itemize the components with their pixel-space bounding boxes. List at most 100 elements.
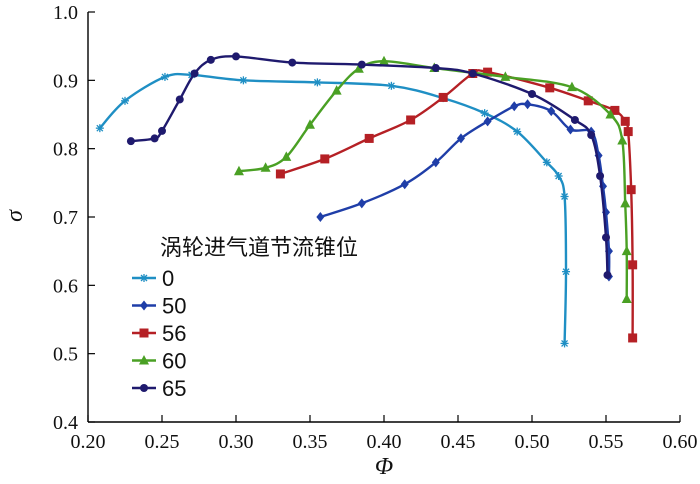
data-point: [566, 81, 577, 92]
data-point: [139, 355, 149, 365]
data-point: [313, 78, 322, 87]
data-point: [620, 197, 631, 208]
data-point: [281, 151, 292, 161]
legend-item: 65: [132, 376, 186, 401]
data-point: [233, 165, 244, 176]
y-tick-label: 1.0: [53, 2, 78, 24]
x-tick-label: 0.60: [663, 431, 698, 453]
legend-item: 0: [132, 266, 174, 291]
legend-label: 50: [162, 294, 186, 319]
data-point: [140, 274, 148, 282]
series-lines: [95, 52, 638, 348]
data-point: [628, 260, 638, 270]
series-line: [319, 102, 611, 278]
legend-item: 60: [132, 349, 186, 374]
x-tick-label: 0.25: [145, 431, 180, 453]
data-point: [545, 83, 555, 93]
data-point: [583, 96, 593, 106]
data-point: [387, 81, 396, 90]
data-point: [628, 333, 638, 343]
data-point: [320, 154, 330, 164]
data-point: [364, 133, 374, 143]
data-point: [239, 76, 248, 85]
x-tick-label: 0.20: [71, 431, 106, 453]
data-point: [431, 64, 440, 73]
data-point: [456, 133, 465, 144]
data-point: [560, 339, 569, 348]
x-tick-label: 0.55: [589, 431, 624, 453]
series-line: [237, 59, 629, 301]
data-point: [603, 271, 612, 280]
y-tick-label: 0.6: [53, 275, 78, 297]
data-point: [438, 92, 448, 102]
data-point: [500, 71, 511, 81]
legend-label: 60: [162, 349, 186, 374]
data-point: [562, 267, 571, 276]
data-point: [206, 55, 215, 64]
data-point: [316, 212, 325, 222]
data-point: [483, 67, 493, 77]
data-point: [560, 192, 569, 201]
data-point: [623, 127, 633, 137]
data-point: [357, 198, 366, 209]
ticks: 0.20 0.25 0.30 0.35 0.40 0.45 0.50 0.55 0.600.40…: [53, 2, 698, 453]
data-point: [353, 63, 364, 73]
series-line: [279, 69, 634, 340]
data-point: [566, 124, 575, 135]
data-point: [232, 52, 240, 61]
x-tick-label: 0.40: [367, 431, 402, 453]
data-point: [288, 58, 297, 67]
series-50: [316, 99, 613, 282]
data-point: [431, 157, 440, 168]
x-axis-title: Φ: [375, 454, 393, 480]
legend-label: 65: [162, 376, 186, 401]
data-point: [605, 109, 616, 119]
y-axis-title: σ: [2, 209, 28, 222]
data-point: [596, 172, 605, 180]
data-point: [357, 60, 366, 69]
legend-label: 56: [162, 321, 186, 346]
data-point: [468, 69, 477, 78]
y-tick-label: 0.7: [53, 207, 78, 229]
data-point: [275, 169, 285, 179]
data-point: [587, 131, 596, 139]
data-point: [140, 384, 148, 392]
data-point: [126, 137, 135, 146]
data-point: [260, 162, 271, 172]
data-point: [190, 69, 199, 78]
data-point: [617, 134, 628, 145]
data-point: [621, 245, 632, 256]
data-point: [95, 124, 104, 133]
data-point: [483, 116, 492, 127]
data-point: [554, 172, 563, 180]
data-point: [547, 106, 556, 117]
data-point: [160, 72, 169, 81]
data-point: [175, 95, 184, 104]
data-point: [305, 119, 315, 129]
data-point: [620, 116, 630, 126]
series-65: [126, 52, 612, 280]
x-tick-label: 0.35: [293, 431, 328, 453]
x-tick-label: 0.50: [515, 431, 550, 453]
data-point: [513, 127, 522, 136]
y-tick-label: 0.4: [53, 412, 78, 434]
data-point: [480, 109, 489, 118]
data-point: [510, 101, 519, 112]
legend-title: 涡轮进气道节流锥位: [160, 236, 358, 261]
legend-label: 0: [162, 266, 174, 291]
series-56: [275, 67, 638, 343]
data-point: [610, 105, 620, 115]
data-point: [379, 55, 389, 66]
data-point: [621, 293, 632, 303]
data-point: [150, 134, 159, 143]
x-tick-label: 0.30: [219, 431, 254, 453]
x-tick-label: 0.45: [441, 431, 476, 453]
data-point: [570, 115, 579, 124]
y-tick-label: 0.5: [53, 344, 78, 366]
legend-item: 56: [132, 321, 186, 346]
data-point: [140, 300, 148, 311]
data-point: [139, 328, 149, 338]
y-tick-label: 0.8: [53, 139, 78, 161]
